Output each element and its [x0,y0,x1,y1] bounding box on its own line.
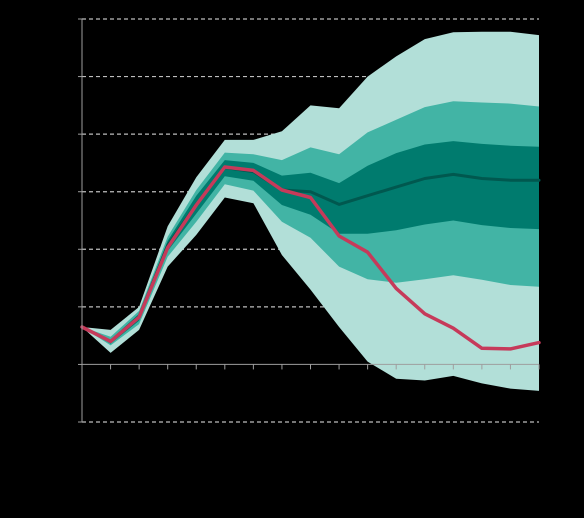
bands-layer [82,31,539,391]
series-line-actual [80,165,541,351]
lines-layer [80,165,541,351]
band-inner [82,141,539,344]
axis-layer [78,18,540,423]
